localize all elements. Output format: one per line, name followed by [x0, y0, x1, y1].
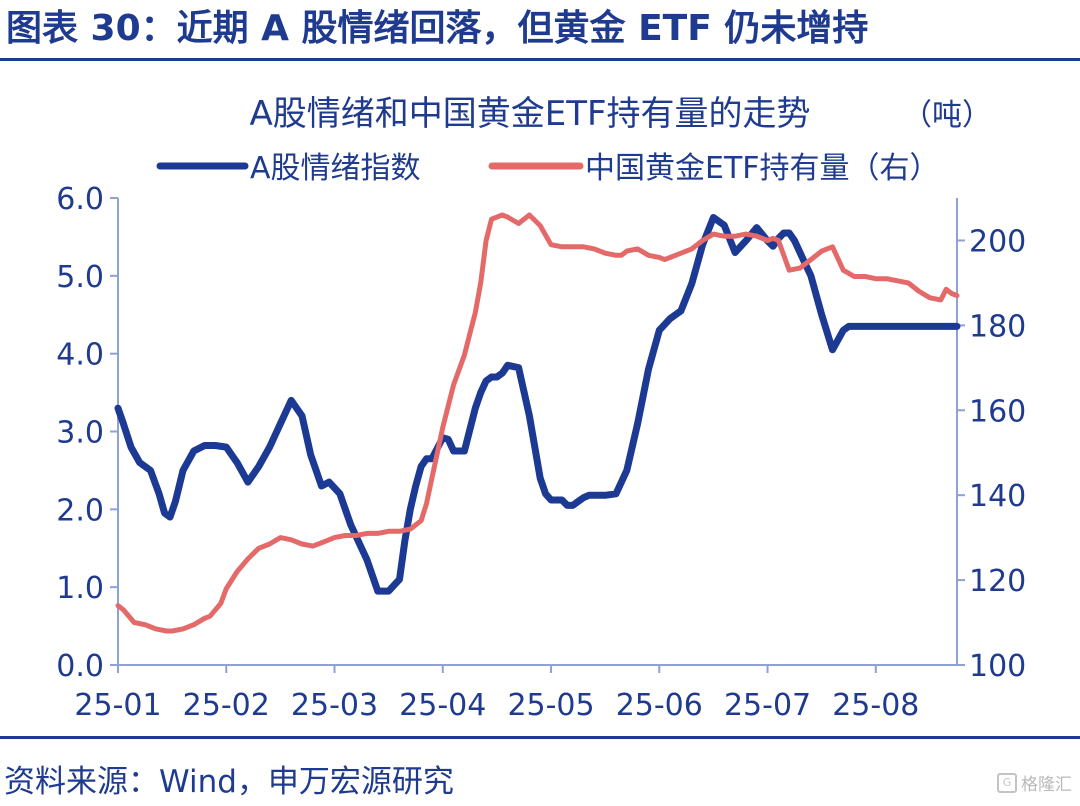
x-tick-label: 25-04: [399, 688, 486, 723]
y-left-tick-label: 1.0: [56, 571, 104, 606]
chart: A股情绪和中国黄金ETF持有量的走势 （吨） A股情绪指数 中国黄金ETF持有量…: [56, 94, 1026, 723]
y-right-tick-label: 140: [969, 479, 1026, 514]
bottom-divider: [0, 736, 1080, 739]
y-left-tick-label: 4.0: [56, 338, 104, 373]
x-tick-label: 25-02: [183, 688, 270, 723]
y-right-tick-label: 180: [969, 309, 1026, 344]
series-lines: [114, 212, 961, 634]
legend-label-etf: 中国黄金ETF持有量（右）: [585, 151, 940, 186]
series-line-sentiment: [114, 214, 961, 595]
x-tick-label: 25-06: [616, 688, 703, 723]
y-left-tick-label: 6.0: [56, 182, 104, 217]
x-tick-label: 25-07: [724, 688, 811, 723]
source-note: 资料来源：Wind，申万宏源研究: [4, 764, 454, 800]
y2-unit-label: （吨）: [902, 98, 992, 133]
legend-label-sentiment: A股情绪指数: [250, 151, 421, 186]
y-left-tick-label: 3.0: [56, 416, 104, 451]
axes: 0.0 1.0 2.0 3.0 4.0 5.0 6.0 100 120 140 160 180 200 2…: [56, 182, 1026, 723]
legend: A股情绪指数 中国黄金ETF持有量（右）: [156, 151, 940, 186]
y-right-tick-label: 120: [969, 564, 1026, 599]
y-left-tick-label: 2.0: [56, 493, 104, 528]
chart-title: A股情绪和中国黄金ETF持有量的走势: [249, 94, 810, 134]
y-right-tick-label: 160: [969, 394, 1026, 429]
top-divider: [0, 58, 1080, 61]
y-left-tick-label: 0.0: [56, 649, 104, 684]
watermark-text: 格隆汇: [1021, 775, 1072, 795]
figure-title: 图表 30：近期 A 股情绪回落，但黄金 ETF 仍未增持: [6, 8, 869, 49]
x-tick-label: 25-03: [291, 688, 378, 723]
watermark: G 格隆汇: [997, 770, 1072, 795]
y-left-tick-label: 5.0: [56, 260, 104, 295]
x-tick-label: 25-08: [832, 688, 919, 723]
series-line-etf: [115, 212, 960, 634]
x-tick-label: 25-01: [74, 688, 161, 723]
x-tick-label: 25-05: [507, 688, 594, 723]
watermark-logo-icon: G: [997, 772, 1017, 793]
y-right-tick-label: 200: [969, 224, 1026, 259]
y-right-tick-label: 100: [969, 649, 1026, 684]
